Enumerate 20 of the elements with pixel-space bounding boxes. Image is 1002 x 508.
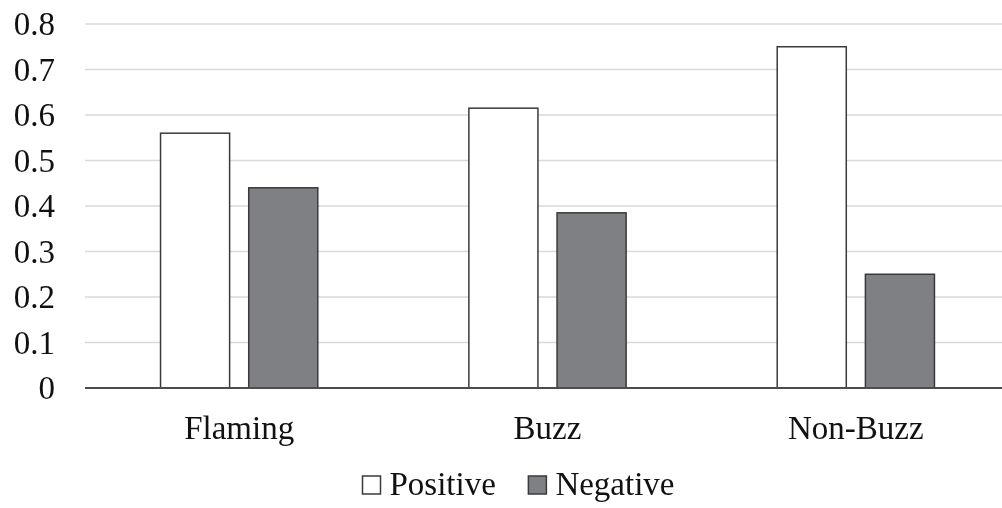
bar — [247, 187, 319, 389]
legend-label: Positive — [389, 466, 496, 502]
y-tick-label: 0 — [38, 370, 55, 406]
bar — [776, 46, 848, 389]
y-tick-label: 0.6 — [13, 97, 55, 133]
y-tick-label: 0.2 — [13, 279, 55, 315]
y-tick-label: 0.7 — [13, 51, 55, 88]
y-tick-label: 0.1 — [13, 324, 55, 361]
bar — [468, 107, 539, 389]
x-tick-label: Flaming — [184, 410, 295, 446]
bar — [556, 212, 627, 389]
bar — [864, 273, 936, 389]
bar — [159, 132, 231, 389]
y-tick-label: 0.3 — [13, 233, 55, 270]
y-tick-label: 0.5 — [13, 142, 55, 179]
x-tick-label: Buzz — [513, 410, 582, 446]
x-tick-label: Non-Buzz — [788, 410, 924, 446]
legend-label: Negative — [555, 466, 675, 502]
y-tick-label: 0.8 — [13, 6, 55, 42]
y-tick-label: 0.4 — [13, 188, 55, 224]
